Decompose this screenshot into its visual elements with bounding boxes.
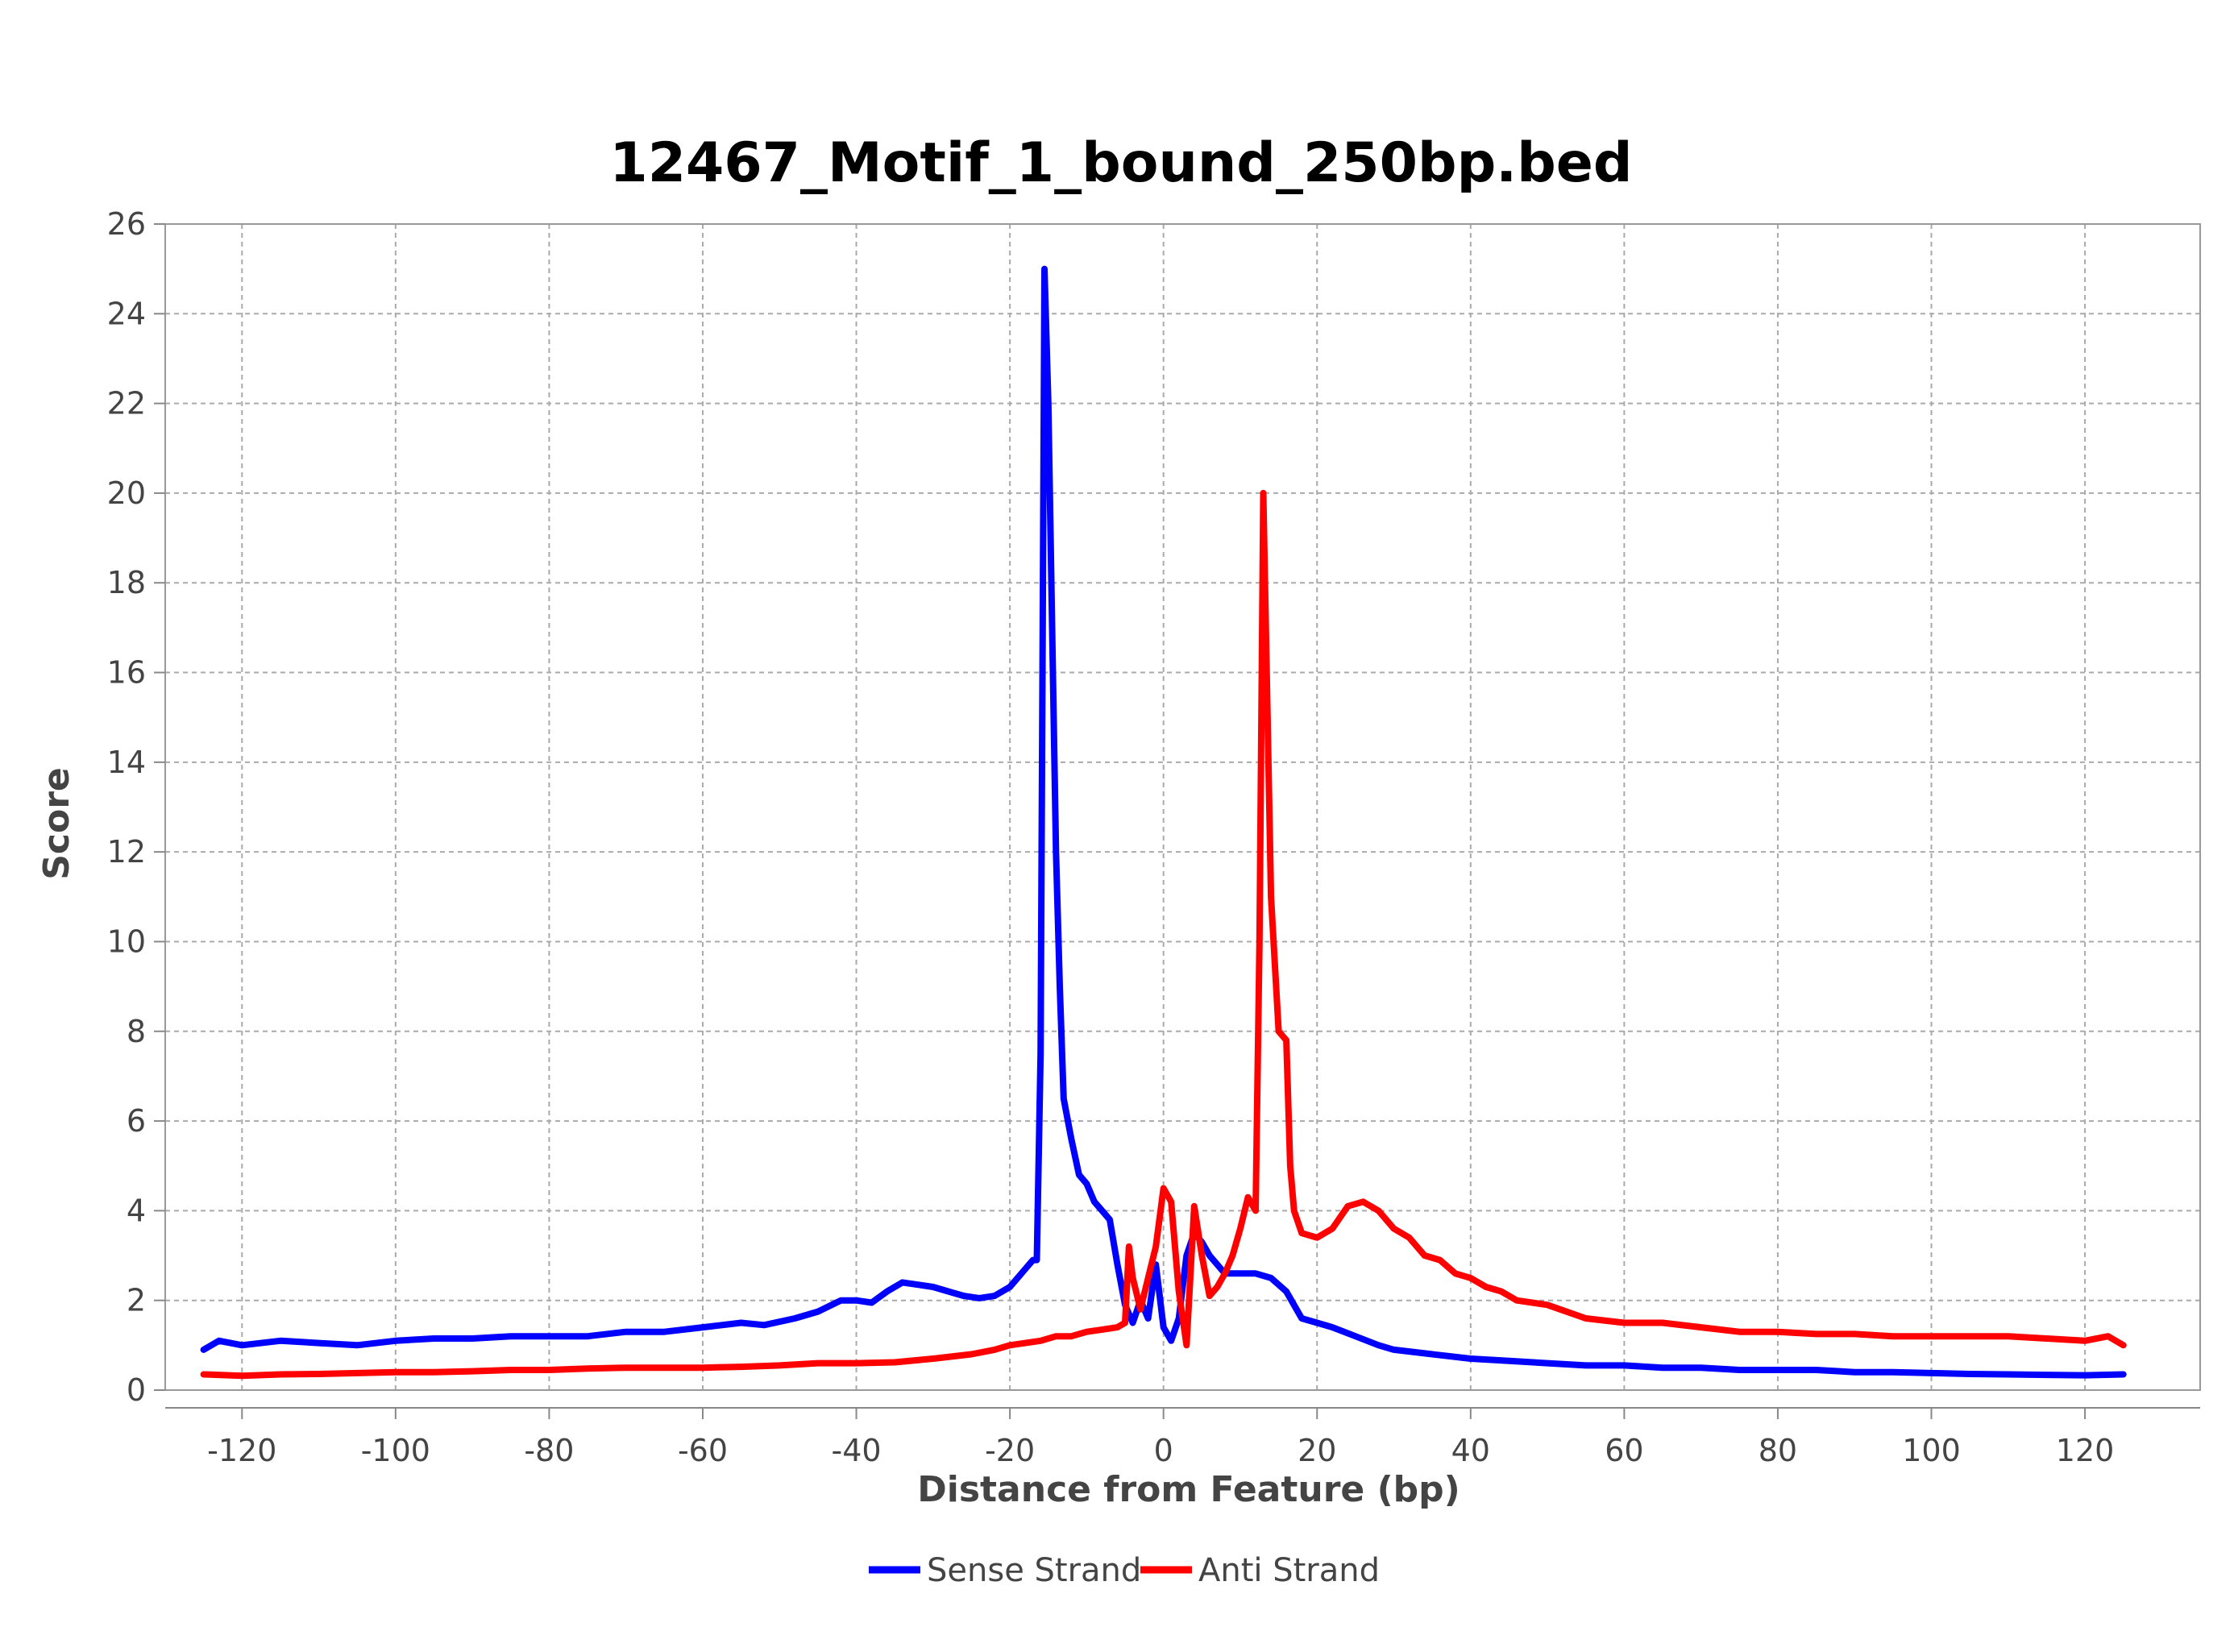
x-tick-label: 40 <box>1451 1433 1490 1468</box>
y-tick-label: 4 <box>127 1193 146 1228</box>
x-tick-label: 0 <box>1154 1433 1173 1468</box>
y-tick-label: 16 <box>107 655 146 691</box>
x-axis-label: Distance from Feature (bp) <box>917 1469 1460 1510</box>
y-axis-label: Score <box>36 767 77 880</box>
x-tick-label: 80 <box>1759 1433 1797 1468</box>
y-tick-label: 6 <box>127 1103 146 1139</box>
y-tick-label: 0 <box>127 1372 146 1408</box>
chart-title: 12467_Motif_1_bound_250bp.bed <box>609 131 1632 195</box>
y-tick-label: 22 <box>107 386 146 421</box>
x-tick-label: -20 <box>985 1433 1035 1468</box>
y-tick-label: 10 <box>107 924 146 959</box>
y-tick-label: 20 <box>107 475 146 511</box>
x-tick-label: 100 <box>1902 1433 1961 1468</box>
grid <box>165 223 2200 1391</box>
x-tick-label: 20 <box>1298 1433 1336 1468</box>
x-tick-label: -100 <box>361 1433 430 1468</box>
series-line-0 <box>200 265 2127 1379</box>
legend: Sense Strand Anti Strand <box>869 1552 1380 1589</box>
legend-label-1: Anti Strand <box>1198 1552 1380 1589</box>
x-tick-label: 60 <box>1605 1433 1643 1468</box>
x-tick-label: -60 <box>678 1433 728 1468</box>
y-tick-label: 2 <box>127 1283 146 1318</box>
legend-label-0: Sense Strand <box>927 1552 1141 1589</box>
y-tick-label: 24 <box>107 296 146 331</box>
y-tick-label: 8 <box>127 1014 146 1049</box>
series-layer <box>200 265 2127 1380</box>
y-tick-label: 12 <box>107 834 146 870</box>
y-tick-label: 18 <box>107 565 146 600</box>
y-tick-label: 26 <box>107 206 146 242</box>
x-axis: -120 -100 -80 -60 -40 -20 0 20 40 60 80 100 120 <box>165 1407 2200 1468</box>
x-tick-label: -40 <box>832 1433 882 1468</box>
series-line-1 <box>200 489 2127 1380</box>
y-tick-label: 14 <box>107 745 146 780</box>
x-tick-label: -80 <box>524 1433 574 1468</box>
plot-area <box>164 223 2201 1391</box>
x-tick-label: 120 <box>2056 1433 2115 1468</box>
x-tick-label: -120 <box>207 1433 276 1468</box>
